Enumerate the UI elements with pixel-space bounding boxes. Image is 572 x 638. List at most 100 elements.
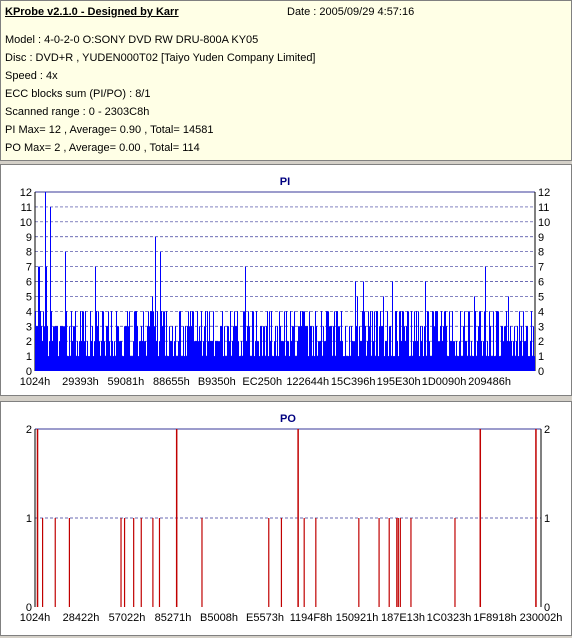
pi-bar <box>267 311 268 371</box>
pi-bar <box>297 341 298 371</box>
pi-bar <box>200 341 201 371</box>
info-speed: Speed : 4x <box>5 70 58 82</box>
pi-bar <box>500 356 501 371</box>
pi-bar <box>213 311 214 371</box>
pi-bar <box>422 326 423 371</box>
pi-bar <box>223 356 224 371</box>
x-tick-label: B5008h <box>200 612 238 624</box>
pi-bar <box>442 341 443 371</box>
pi-bar <box>350 356 351 371</box>
x-tick-label: 1D0090h <box>422 376 467 388</box>
pi-bar <box>222 311 223 371</box>
pi-bar <box>155 236 156 371</box>
pi-bar <box>107 326 108 371</box>
pi-bar <box>133 341 134 371</box>
pi-bar <box>140 341 141 371</box>
pi-bar <box>359 326 360 371</box>
pi-bar <box>183 326 184 371</box>
pi-bar <box>370 311 371 371</box>
pi-bar <box>517 326 518 371</box>
pi-bar <box>197 311 198 371</box>
pi-bar <box>72 341 73 371</box>
x-tick-label: 1024h <box>20 376 51 388</box>
pi-bar <box>322 356 323 371</box>
pi-bar <box>387 311 388 371</box>
pi-bar <box>349 326 350 371</box>
pi-bar <box>327 311 328 371</box>
pi-bar <box>410 356 411 371</box>
pi-bar <box>408 311 409 371</box>
pi-bar <box>68 356 69 371</box>
pi-bar <box>115 356 116 371</box>
y-tick-label-left: 4 <box>26 306 32 318</box>
pi-bar <box>138 356 139 371</box>
x-tick-label: 59081h <box>108 376 145 388</box>
y-tick-label-left: 11 <box>21 202 32 214</box>
pi-bar <box>226 356 227 371</box>
pi-bar <box>325 341 326 371</box>
pi-bar <box>170 341 171 371</box>
pi-bar <box>119 341 120 371</box>
pi-bar <box>92 326 93 371</box>
pi-bar <box>434 326 435 371</box>
pi-bar <box>78 356 79 371</box>
pi-bar <box>205 311 206 371</box>
pi-bar <box>486 356 487 371</box>
pi-bar <box>482 356 483 371</box>
pi-bar <box>396 311 397 371</box>
y-tick-label-left: 2 <box>26 424 32 436</box>
pi-bar <box>93 356 94 371</box>
pi-bar <box>397 341 398 371</box>
y-tick-label-right: 2 <box>538 336 544 348</box>
pi-bar <box>122 356 123 371</box>
pi-bar <box>128 326 129 371</box>
pi-bar <box>344 356 345 371</box>
pi-bar <box>202 356 203 371</box>
pi-bar <box>61 326 62 371</box>
pi-bar <box>251 356 252 371</box>
pi-bar <box>101 341 102 371</box>
y-tick-label-right: 2 <box>544 424 550 436</box>
pi-bar <box>229 341 230 371</box>
chart-title: PI <box>280 176 290 188</box>
pi-bar <box>522 356 523 371</box>
pi-bar <box>179 311 180 371</box>
pi-bar <box>174 341 175 371</box>
pi-bar <box>233 326 234 371</box>
y-tick-label-right: 9 <box>538 232 544 244</box>
pi-bar <box>432 311 433 371</box>
x-tick-label: 1C0323h <box>427 612 472 624</box>
pi-bar <box>338 326 339 371</box>
pi-bar <box>465 341 466 371</box>
pi-bar <box>48 356 49 371</box>
pi-bar <box>46 266 47 371</box>
pi-bar <box>156 341 157 371</box>
pi-bar <box>270 341 271 371</box>
pi-bar <box>528 356 529 371</box>
y-tick-label-right: 12 <box>538 187 550 199</box>
pi-bar <box>304 311 305 371</box>
pi-bar <box>381 326 382 371</box>
pi-bar <box>211 341 212 371</box>
pi-bar <box>59 341 60 371</box>
pi-bar <box>352 341 353 371</box>
pi-bar <box>169 326 170 371</box>
pi-bar <box>416 311 417 371</box>
pi-bar <box>334 311 335 371</box>
pi-bar <box>218 341 219 371</box>
y-tick-label-left: 9 <box>26 232 32 244</box>
pi-bar <box>184 356 185 371</box>
pi-bar <box>395 311 396 371</box>
pi-bar <box>104 341 105 371</box>
x-tick-label: 1F8918h <box>473 612 516 624</box>
pi-bar <box>131 356 132 371</box>
y-tick-label-left: 3 <box>26 321 32 333</box>
pi-bar <box>379 326 380 371</box>
pi-bar <box>74 326 75 371</box>
pi-bar <box>373 341 374 371</box>
pi-bar <box>348 356 349 371</box>
pi-bar <box>167 356 168 371</box>
pi-bar <box>272 356 273 371</box>
pi-bar <box>53 326 54 371</box>
pi-bar <box>54 326 55 371</box>
